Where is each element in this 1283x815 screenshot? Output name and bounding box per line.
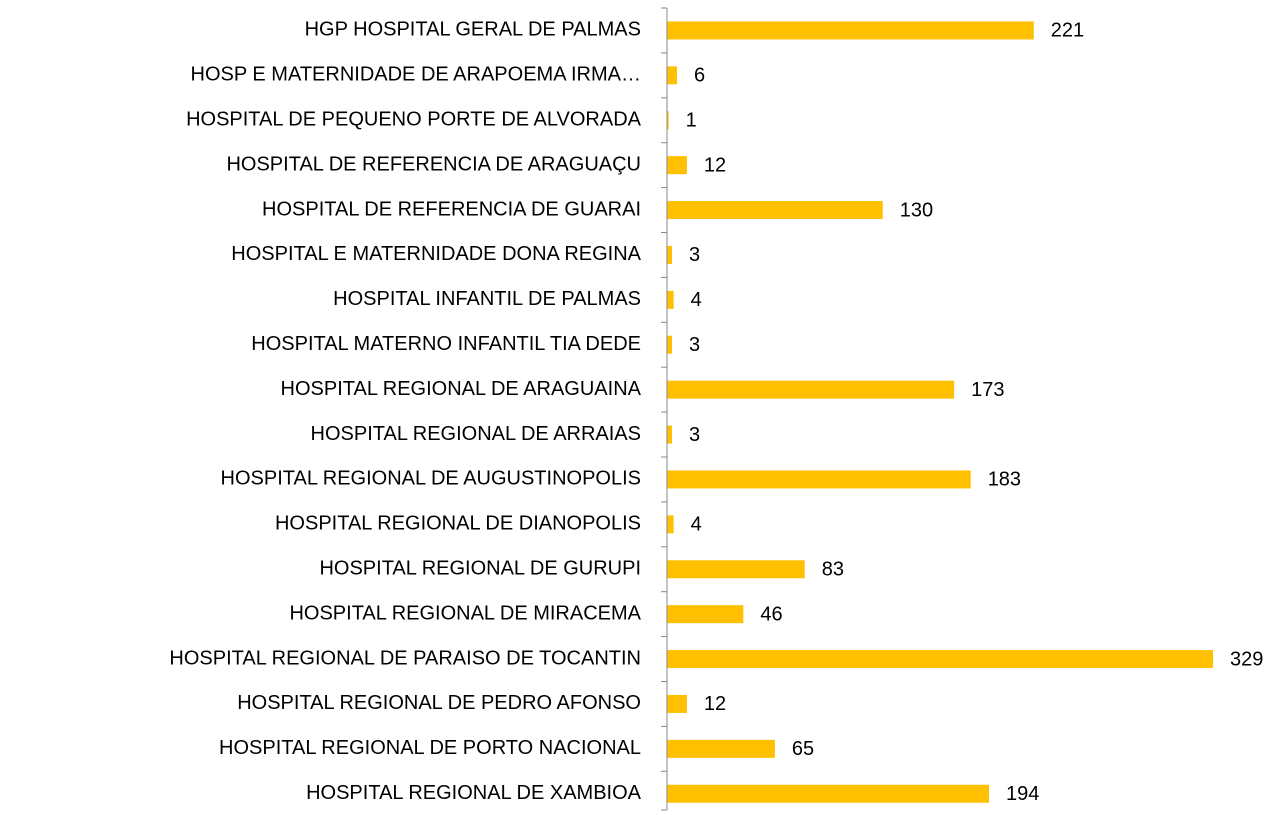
y-tick-label: HOSPITAL INFANTIL DE PALMAS bbox=[333, 288, 641, 310]
y-tick-label: HOSPITAL MATERNO INFANTIL TIA DEDE bbox=[251, 333, 641, 355]
y-tick-label: HOSPITAL REGIONAL DE PEDRO AFONSO bbox=[237, 692, 641, 714]
data-label: 3 bbox=[689, 244, 700, 266]
data-label: 221 bbox=[1051, 20, 1084, 42]
y-tick-label: HOSPITAL DE PEQUENO PORTE DE ALVORADA bbox=[186, 109, 642, 131]
bar bbox=[667, 201, 883, 220]
y-tick-label: HOSPITAL REGIONAL DE PORTO NACIONAL bbox=[219, 737, 641, 759]
bar bbox=[667, 470, 971, 489]
y-tick-label: HGP HOSPITAL GERAL DE PALMAS bbox=[305, 19, 641, 41]
y-tick-label: HOSPITAL REGIONAL DE AUGUSTINOPOLIS bbox=[221, 468, 641, 490]
bar bbox=[667, 560, 805, 579]
bar bbox=[667, 335, 672, 354]
y-tick-label: HOSPITAL E MATERNIDADE DONA REGINA bbox=[231, 243, 641, 265]
y-tick-label: HOSPITAL DE REFERENCIA DE GUARAI bbox=[262, 198, 641, 220]
data-label: 83 bbox=[822, 559, 844, 581]
data-label: 3 bbox=[689, 334, 700, 356]
y-tick-label: HOSPITAL REGIONAL DE ARAGUAINA bbox=[281, 378, 642, 400]
data-label: 130 bbox=[900, 199, 933, 221]
y-tick-label: HOSPITAL REGIONAL DE XAMBIOA bbox=[306, 782, 642, 804]
data-label: 65 bbox=[792, 738, 814, 760]
y-tick-label: HOSPITAL REGIONAL DE GURUPI bbox=[319, 558, 641, 580]
y-tick-label: HOSP E MATERNIDADE DE ARAPOEMA IRMA… bbox=[191, 64, 641, 86]
bar bbox=[667, 784, 989, 803]
bar bbox=[667, 605, 744, 624]
data-label: 3 bbox=[689, 424, 700, 446]
bar bbox=[667, 245, 672, 264]
data-label: 12 bbox=[704, 693, 726, 715]
data-label: 1 bbox=[686, 110, 697, 132]
data-label: 12 bbox=[704, 154, 726, 176]
data-label: 4 bbox=[691, 514, 702, 536]
data-label: 173 bbox=[971, 379, 1004, 401]
data-label: 183 bbox=[988, 469, 1021, 491]
data-label: 329 bbox=[1230, 648, 1263, 670]
y-tick-label: HOSPITAL REGIONAL DE PARAISO DE TOCANTIN bbox=[169, 647, 641, 669]
bar bbox=[667, 739, 775, 758]
y-tick-label: HOSPITAL REGIONAL DE DIANOPOLIS bbox=[275, 513, 641, 535]
data-label: 194 bbox=[1006, 783, 1039, 805]
data-label: 46 bbox=[760, 603, 782, 625]
bar bbox=[667, 156, 687, 175]
y-tick-label: HOSPITAL REGIONAL DE MIRACEMA bbox=[289, 602, 641, 624]
bar bbox=[667, 66, 677, 85]
bar bbox=[667, 425, 672, 444]
bar bbox=[667, 111, 669, 130]
data-label: 6 bbox=[694, 65, 705, 87]
data-label: 4 bbox=[691, 289, 702, 311]
bar bbox=[667, 650, 1213, 669]
bar bbox=[667, 290, 674, 309]
bar bbox=[667, 21, 1034, 40]
bar bbox=[667, 694, 687, 713]
y-tick-label: HOSPITAL REGIONAL DE ARRAIAS bbox=[311, 423, 641, 445]
y-tick-label: HOSPITAL DE REFERENCIA DE ARAGUAÇU bbox=[226, 153, 641, 175]
bar bbox=[667, 515, 674, 534]
bar bbox=[667, 380, 955, 399]
